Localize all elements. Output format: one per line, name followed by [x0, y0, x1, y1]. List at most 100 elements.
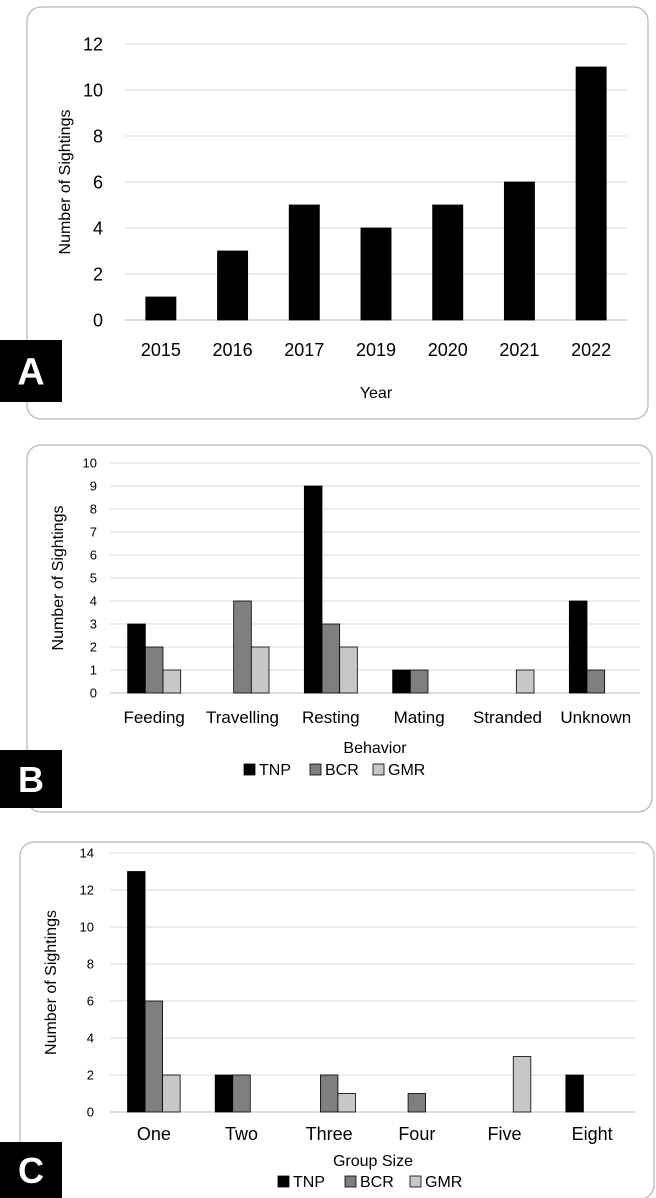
y-tick-label: 2: [87, 1068, 94, 1083]
x-tick-label: Resting: [302, 708, 360, 727]
panel-letter: C: [18, 1150, 44, 1191]
chart-panel-a: 0 2 4 6 8 10 12 2015 2016 2017 2019 2020 2021 2022 Yea…: [0, 0, 656, 430]
bar-bcr-two: [232, 1074, 251, 1113]
x-tick-label: Five: [487, 1124, 521, 1144]
legend-swatch-gmr: [409, 1175, 422, 1188]
x-tick-label: Unknown: [560, 708, 631, 727]
x-axis-label: Year: [360, 385, 393, 402]
bar-value-2017: [288, 204, 320, 321]
y-tick-label: 8: [93, 126, 103, 146]
y-tick-label: 4: [93, 218, 103, 238]
y-axis-label: Number of Sightings: [57, 110, 74, 255]
legend-swatch-tnp: [243, 763, 256, 776]
legend-swatch-tnp: [277, 1175, 290, 1188]
y-tick-label: 1: [90, 663, 97, 678]
panel-badge: [0, 1142, 62, 1198]
bar-gmr-travelling: [250, 646, 270, 694]
x-tick-label: 2021: [499, 340, 539, 360]
bar-tnp-eight: [565, 1074, 584, 1113]
x-tick-label: Two: [225, 1124, 258, 1144]
bar-gmr-three: [337, 1093, 356, 1113]
bar-value-2022: [575, 66, 607, 321]
bar-value-2015: [145, 296, 177, 321]
bar-bcr-resting: [321, 623, 341, 694]
x-tick-label: 2019: [356, 340, 396, 360]
legend-label-gmr: GMR: [425, 1174, 462, 1191]
y-tick-label: 10: [83, 456, 97, 471]
chart-c-svg: 0 2 4 6 8 10 12 14 One Two Three Four Five Eight Group…: [0, 841, 655, 1198]
y-axis-label: Number of Sightings: [50, 506, 67, 651]
x-tick-label: Three: [306, 1124, 353, 1144]
bar-gmr-stranded: [515, 669, 535, 694]
y-tick-label: 12: [83, 34, 103, 54]
bar-value-2020: [432, 204, 464, 321]
legend-label-bcr: BCR: [360, 1174, 394, 1191]
bar-bcr-feeding: [144, 646, 164, 694]
y-tick-label: 0: [93, 310, 103, 330]
legend-swatch-bcr: [309, 763, 322, 776]
y-tick-label: 10: [80, 920, 94, 935]
x-tick-label: 2015: [141, 340, 181, 360]
bar-tnp-feeding: [127, 623, 146, 694]
y-tick-label: 4: [87, 1031, 94, 1046]
x-tick-label: 2022: [571, 340, 611, 360]
x-tick-label: Stranded: [473, 708, 542, 727]
legend-swatch-bcr: [344, 1175, 357, 1188]
panel-badge: [0, 340, 62, 402]
y-tick-label: 12: [80, 883, 94, 898]
chart-b-svg: 0 1 2 3 4 5 6 7 8 9 10 Feeding Travelling Resting Mati…: [0, 444, 653, 813]
bar-bcr-unknown: [586, 669, 606, 694]
y-tick-label: 0: [90, 686, 97, 701]
bar-tnp-resting: [303, 485, 323, 694]
y-tick-label: 6: [93, 172, 103, 192]
bar-bcr-one: [144, 1000, 163, 1113]
chart-a-svg: 0 2 4 6 8 10 12 2015 2016 2017 2019 2020 2021 2022 Yea…: [0, 6, 649, 420]
bar-bcr-mating: [409, 669, 429, 694]
y-tick-label: 4: [90, 594, 97, 609]
y-tick-label: 3: [90, 617, 97, 632]
y-tick-label: 8: [90, 502, 97, 517]
bar-value-2021: [503, 181, 535, 321]
x-tick-label: 2016: [213, 340, 253, 360]
bar-tnp-two: [214, 1074, 234, 1113]
y-tick-label: 8: [87, 957, 94, 972]
bar-gmr-feeding: [162, 669, 182, 694]
x-tick-label: Feeding: [123, 708, 184, 727]
y-tick-label: 14: [80, 846, 94, 861]
bar-value-2016: [217, 250, 249, 321]
x-axis-label: Group Size: [333, 1153, 413, 1170]
y-tick-label: 6: [87, 994, 94, 1009]
y-tick-label: 0: [87, 1105, 94, 1120]
bar-bcr-three: [319, 1074, 339, 1113]
x-tick-label: One: [137, 1124, 171, 1144]
y-tick-label: 7: [90, 525, 97, 540]
x-tick-label: 2020: [428, 340, 468, 360]
x-tick-label: Four: [398, 1124, 435, 1144]
y-tick-label: 9: [90, 479, 97, 494]
bar-tnp-mating: [392, 669, 411, 694]
bar-tnp-unknown: [568, 600, 588, 694]
legend-label-gmr: GMR: [388, 762, 425, 779]
bar-bcr-travelling: [233, 600, 252, 694]
bar-value-2019: [360, 227, 392, 321]
panel-letter: A: [17, 352, 44, 394]
chart-panel-b: 0 1 2 3 4 5 6 7 8 9 10 Feeding Travelling Resting Mati…: [0, 430, 656, 820]
bar-gmr-resting: [339, 646, 358, 694]
bar-gmr-five: [512, 1056, 532, 1113]
y-axis-label: Number of Sightings: [43, 910, 60, 1055]
bar-gmr-one: [162, 1074, 181, 1113]
bar-bcr-four: [407, 1093, 427, 1113]
chart-panel-c: 0 2 4 6 8 10 12 14 One Two Three Four Five Eight Group…: [0, 820, 656, 1198]
x-axis-label: Behavior: [343, 740, 407, 757]
x-tick-label: Travelling: [206, 708, 279, 727]
y-tick-label: 2: [93, 264, 103, 284]
legend-label-tnp: TNP: [259, 762, 291, 779]
legend-label-tnp: TNP: [293, 1174, 325, 1191]
y-tick-label: 5: [90, 571, 97, 586]
panel-badge: [0, 750, 62, 808]
x-tick-label: Eight: [572, 1124, 613, 1144]
x-tick-label: 2017: [284, 340, 324, 360]
panel-frame: [26, 6, 649, 420]
x-tick-label: Mating: [394, 708, 445, 727]
y-tick-label: 6: [90, 548, 97, 563]
